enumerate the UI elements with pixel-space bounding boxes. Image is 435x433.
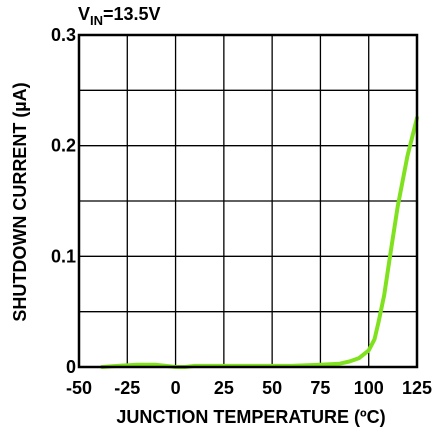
series-layer xyxy=(100,116,419,369)
x-tick-label: 0 xyxy=(171,378,181,398)
x-tick-label: 125 xyxy=(402,378,432,398)
condition-main: V xyxy=(78,4,90,24)
condition-annotation: VIN=13.5V xyxy=(78,4,161,28)
grid-layer xyxy=(79,35,417,367)
x-axis-title: JUNCTION TEMPERATURE (ºC) xyxy=(116,407,385,427)
x-tick-label: -25 xyxy=(114,378,140,398)
y-axis-title: SHUTDOWN CURRENT (µA) xyxy=(10,82,30,321)
y-tick-label: 0.3 xyxy=(51,25,76,45)
shutdown-current-series-line xyxy=(100,116,419,369)
x-tick-label: 25 xyxy=(214,378,234,398)
y-tick-label: 0.1 xyxy=(51,246,76,266)
y-tick-label: 0 xyxy=(66,357,76,377)
plot-frame xyxy=(77,33,419,369)
y-tick-label: 0.2 xyxy=(51,136,76,156)
x-tick-label: 100 xyxy=(354,378,384,398)
tick-label-layer: -50 -25 0 25 50 75 100 125 0 0.1 0.2 0.3 xyxy=(51,25,432,398)
x-tick-label: -50 xyxy=(66,378,92,398)
condition-rest: =13.5V xyxy=(103,4,161,24)
x-tick-label: 50 xyxy=(262,378,282,398)
x-tick-label: 75 xyxy=(310,378,330,398)
condition-subscript: IN xyxy=(90,13,103,28)
